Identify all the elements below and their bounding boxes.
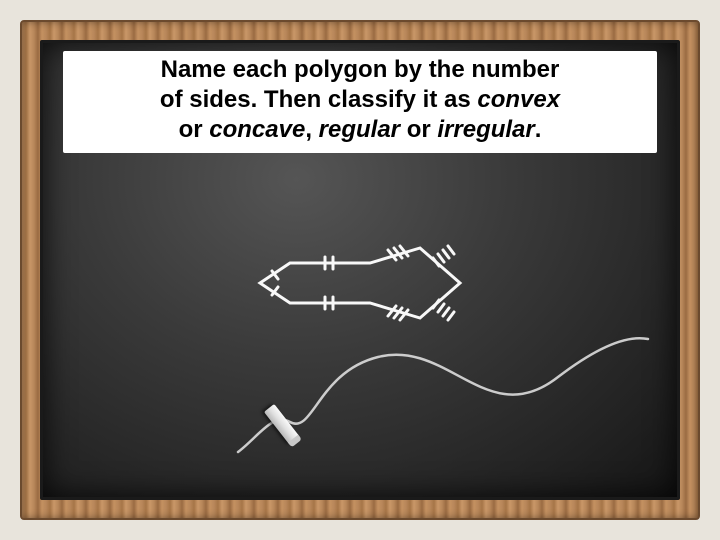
chalkboard-slate: Name each polygon by the number of sides… — [40, 40, 680, 500]
instruction-heading: Name each polygon by the number of sides… — [63, 51, 657, 153]
heading-text-1: Name each polygon by the number — [161, 56, 560, 83]
chalk-swoosh-icon — [218, 317, 658, 477]
word-convex: convex — [477, 86, 560, 113]
heading-sep2: or — [400, 116, 437, 143]
heading-text-2: of sides. Then classify it as — [160, 86, 477, 113]
word-concave: concave — [209, 116, 305, 143]
heading-period: . — [535, 116, 542, 143]
word-regular: regular — [319, 116, 400, 143]
heading-sep1: , — [305, 116, 318, 143]
heading-text-3: or — [179, 116, 210, 143]
wood-frame: Name each polygon by the number of sides… — [20, 20, 700, 520]
word-irregular: irregular — [437, 116, 534, 143]
